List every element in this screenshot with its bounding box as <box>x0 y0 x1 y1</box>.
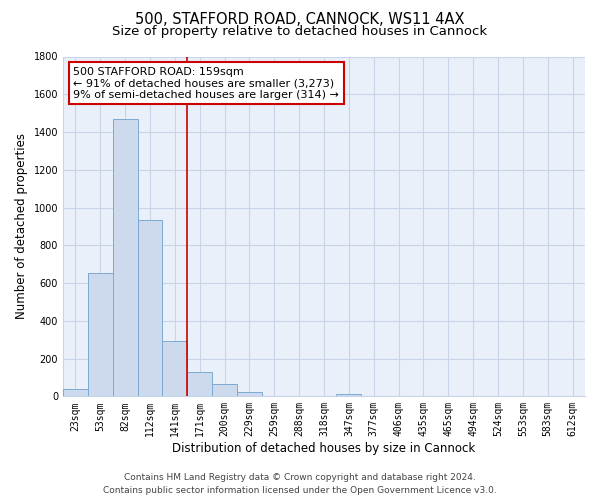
Bar <box>237 392 262 396</box>
X-axis label: Distribution of detached houses by size in Cannock: Distribution of detached houses by size … <box>172 442 476 455</box>
Bar <box>137 220 163 396</box>
Text: 500 STAFFORD ROAD: 159sqm
← 91% of detached houses are smaller (3,273)
9% of sem: 500 STAFFORD ROAD: 159sqm ← 91% of detac… <box>73 66 340 100</box>
Bar <box>187 372 212 396</box>
Y-axis label: Number of detached properties: Number of detached properties <box>15 134 28 320</box>
Bar <box>337 394 361 396</box>
Bar <box>212 384 237 396</box>
Text: 500, STAFFORD ROAD, CANNOCK, WS11 4AX: 500, STAFFORD ROAD, CANNOCK, WS11 4AX <box>135 12 465 28</box>
Text: Contains HM Land Registry data © Crown copyright and database right 2024.
Contai: Contains HM Land Registry data © Crown c… <box>103 474 497 495</box>
Bar <box>88 272 113 396</box>
Bar <box>113 119 137 396</box>
Bar <box>63 389 88 396</box>
Text: Size of property relative to detached houses in Cannock: Size of property relative to detached ho… <box>112 25 488 38</box>
Bar <box>163 340 187 396</box>
